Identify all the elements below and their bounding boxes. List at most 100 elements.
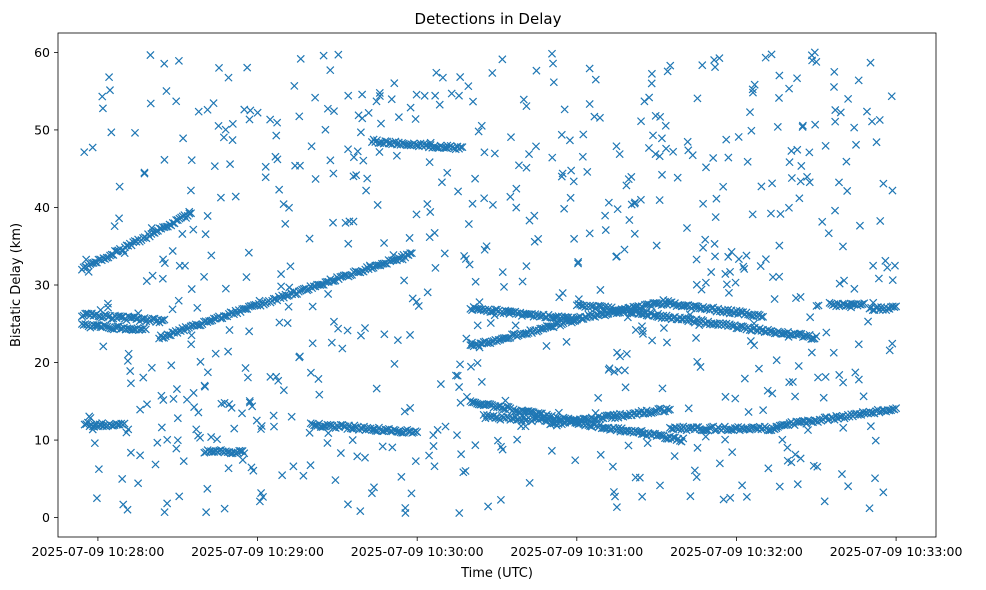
data-point xyxy=(454,187,463,196)
data-point xyxy=(477,377,486,386)
data-point xyxy=(319,51,328,60)
data-point xyxy=(854,375,863,384)
data-point xyxy=(311,174,320,184)
data-point xyxy=(314,374,323,383)
data-point xyxy=(88,143,97,152)
data-point xyxy=(240,105,249,114)
data-point xyxy=(574,257,583,266)
data-point xyxy=(231,449,240,458)
data-point xyxy=(798,122,807,132)
data-point xyxy=(829,82,839,92)
data-point xyxy=(187,285,196,294)
data-point xyxy=(168,246,177,256)
data-point xyxy=(647,79,656,88)
data-point xyxy=(375,147,384,157)
data-point xyxy=(785,158,794,167)
data-point xyxy=(768,273,777,282)
data-point xyxy=(175,261,184,270)
data-point xyxy=(456,73,465,82)
y-tick-label: 20 xyxy=(34,355,50,370)
data-point xyxy=(812,301,821,311)
data-point xyxy=(420,91,429,100)
data-point xyxy=(738,481,747,490)
data-point xyxy=(187,340,196,349)
data-point xyxy=(200,382,210,391)
data-point xyxy=(566,416,575,426)
x-tick-label: 2025-07-09 10:30:00 xyxy=(351,544,484,559)
data-point xyxy=(874,274,883,283)
data-point xyxy=(888,276,897,285)
data-point xyxy=(344,145,353,154)
data-point xyxy=(172,385,181,394)
data-point xyxy=(615,150,624,159)
data-point xyxy=(467,338,476,347)
data-point xyxy=(153,438,162,447)
data-point xyxy=(574,295,583,304)
data-point xyxy=(625,303,634,312)
data-point xyxy=(140,168,149,177)
data-point xyxy=(202,508,211,517)
data-point xyxy=(711,252,720,261)
data-point xyxy=(740,374,749,383)
data-point xyxy=(635,473,644,482)
data-point xyxy=(328,276,337,285)
data-point xyxy=(658,384,667,393)
data-point xyxy=(423,199,432,209)
data-point xyxy=(547,446,556,455)
data-point xyxy=(151,460,160,469)
data-point xyxy=(249,466,258,475)
data-point xyxy=(872,138,881,147)
data-point xyxy=(715,459,724,468)
data-point xyxy=(482,339,492,348)
data-point xyxy=(321,125,330,134)
data-point xyxy=(454,91,463,100)
data-point xyxy=(387,95,396,104)
data-point xyxy=(827,413,836,422)
data-point xyxy=(659,296,668,305)
data-point xyxy=(113,247,122,256)
data-point xyxy=(307,142,316,151)
data-point xyxy=(279,200,288,209)
data-point xyxy=(115,182,124,191)
data-point xyxy=(392,151,401,160)
data-point xyxy=(160,155,169,164)
data-point xyxy=(367,489,376,498)
data-point xyxy=(721,269,730,278)
data-point xyxy=(203,105,212,114)
data-point xyxy=(442,143,451,153)
data-point xyxy=(378,442,387,451)
data-point xyxy=(281,219,290,228)
data-point xyxy=(126,448,135,457)
data-point xyxy=(425,233,434,242)
data-point xyxy=(244,302,253,311)
data-point xyxy=(329,107,339,116)
data-point xyxy=(693,94,702,103)
data-point xyxy=(163,435,172,444)
data-point xyxy=(200,272,209,281)
data-point xyxy=(839,423,848,432)
data-point xyxy=(174,296,183,305)
data-point xyxy=(722,280,731,289)
data-point xyxy=(323,438,332,448)
data-point xyxy=(866,422,875,431)
data-point xyxy=(697,285,706,294)
data-point xyxy=(226,160,235,169)
data-point xyxy=(110,246,120,255)
data-point xyxy=(239,304,248,313)
data-point xyxy=(525,150,534,159)
data-point xyxy=(839,378,848,387)
data-point xyxy=(850,123,859,132)
data-point xyxy=(890,303,899,312)
data-point xyxy=(507,330,516,339)
data-point xyxy=(295,112,304,121)
data-point xyxy=(407,489,416,498)
data-point xyxy=(443,168,452,177)
data-point xyxy=(647,69,656,78)
data-point xyxy=(735,322,744,331)
data-point xyxy=(655,196,664,205)
data-point xyxy=(698,61,707,70)
data-point xyxy=(432,68,441,77)
data-point xyxy=(261,173,270,182)
data-point xyxy=(862,107,871,116)
data-point xyxy=(178,229,187,238)
